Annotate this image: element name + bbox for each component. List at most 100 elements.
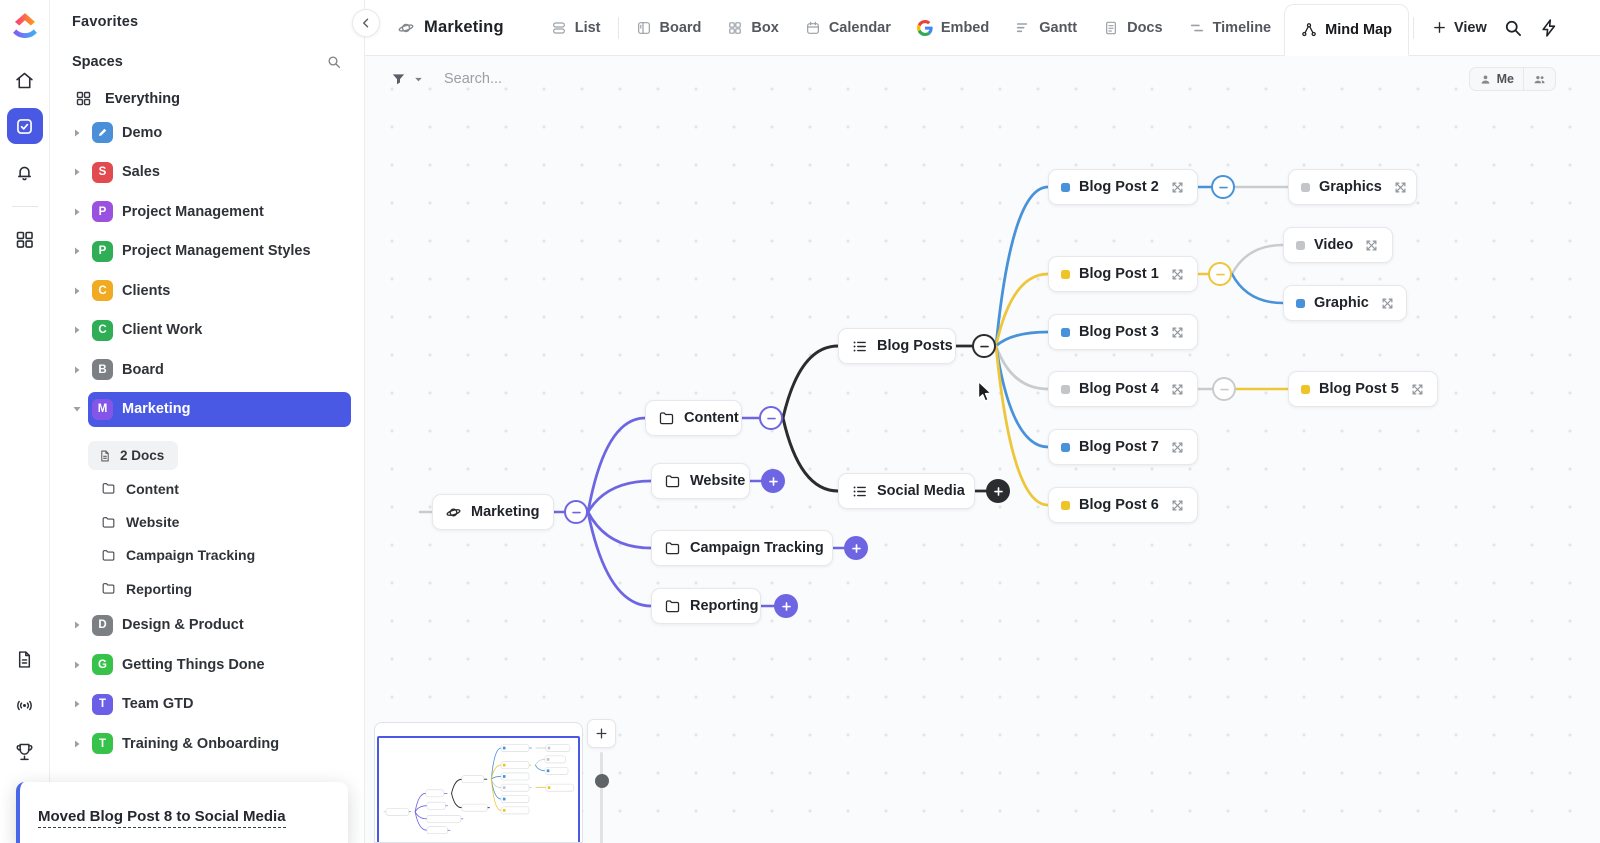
goals-trophy-icon[interactable]	[7, 733, 43, 769]
tab-board[interactable]: Board	[623, 11, 715, 45]
sidebar-space-project-management[interactable]: P Project Management	[50, 192, 364, 232]
sidebar-space-clients[interactable]: C Clients	[50, 271, 364, 311]
sidebar-space-team-gtd[interactable]: T Team GTD	[50, 685, 364, 725]
expand-icon[interactable]	[1380, 296, 1395, 311]
docs-count-chip[interactable]: 2 Docs	[88, 441, 179, 470]
sidebar-folder-reporting[interactable]: Reporting	[50, 572, 364, 605]
mindmap-node-blogposts[interactable]: Blog Posts	[838, 328, 956, 364]
collapse-branch-button-bp4[interactable]	[1212, 377, 1236, 401]
mindmap-node-reporting[interactable]: Reporting	[651, 588, 761, 624]
minimap[interactable]	[374, 722, 583, 843]
tab-calendar[interactable]: Calendar	[792, 11, 904, 45]
automations-zap-icon[interactable]	[1539, 18, 1559, 38]
dashboards-grid-icon[interactable]	[7, 221, 43, 257]
sidebar-folder-website[interactable]: Website	[50, 505, 364, 538]
mindmap-node-video[interactable]: Video	[1283, 227, 1393, 263]
mindmap-node-bp2[interactable]: Blog Post 2	[1048, 169, 1198, 205]
collapse-branch-button-bp1[interactable]	[1208, 262, 1232, 286]
sidebar-space-project-management-styles[interactable]: P Project Management Styles	[50, 232, 364, 272]
mindmap-node-social[interactable]: Social Media	[838, 473, 975, 509]
expand-branch-button-reporting[interactable]	[774, 594, 798, 618]
spaces-section-label[interactable]: Spaces	[72, 54, 123, 70]
caret-right-icon[interactable]	[72, 620, 82, 630]
sidebar-space-board[interactable]: B Board	[50, 350, 364, 390]
caret-right-icon[interactable]	[72, 325, 82, 335]
search-icon[interactable]	[1503, 18, 1523, 38]
zoom-in-button[interactable]	[587, 719, 616, 748]
caret-right-icon[interactable]	[72, 660, 82, 670]
mindmap-node-marketing[interactable]: Marketing	[432, 494, 554, 530]
favorites-section-label[interactable]: Favorites	[72, 14, 139, 30]
toast-message[interactable]: Moved Blog Post 8 to Social Media	[38, 808, 286, 828]
sidebar-space-marketing[interactable]: M Marketing	[50, 390, 364, 430]
expand-icon[interactable]	[1170, 325, 1185, 340]
clips-broadcast-icon[interactable]	[7, 687, 43, 723]
mindmap-node-graphics[interactable]: Graphics	[1288, 169, 1417, 205]
tab-embed[interactable]: Embed	[904, 11, 1002, 45]
sidebar-folder-content[interactable]: Content	[50, 472, 364, 505]
canvas-search-input[interactable]: Search...	[444, 71, 503, 87]
add-view-button[interactable]: View	[1432, 20, 1487, 36]
expand-icon[interactable]	[1364, 238, 1379, 253]
collapse-branch-button-blogposts[interactable]	[972, 334, 996, 358]
caret-right-icon[interactable]	[72, 207, 82, 217]
me-filter-button[interactable]: Me	[1470, 68, 1523, 90]
zoom-slider-track[interactable]	[600, 752, 603, 843]
mindmap-node-bp1[interactable]: Blog Post 1	[1048, 256, 1198, 292]
mindmap-node-content[interactable]: Content	[645, 400, 742, 436]
filter-button[interactable]	[391, 72, 426, 87]
tab-docs[interactable]: Docs	[1090, 11, 1175, 45]
caret-right-icon[interactable]	[72, 128, 82, 138]
caret-right-icon[interactable]	[72, 246, 82, 256]
assignees-filter-button[interactable]	[1523, 68, 1555, 90]
collapse-branch-button-content[interactable]	[759, 406, 783, 430]
mindmap-node-graphic[interactable]: Graphic	[1283, 285, 1407, 321]
expand-icon[interactable]	[1393, 180, 1408, 195]
mindmap-node-bp5[interactable]: Blog Post 5	[1288, 371, 1438, 407]
tasks-icon[interactable]	[6, 108, 43, 144]
expand-branch-button-website[interactable]	[761, 469, 785, 493]
caret-right-icon[interactable]	[72, 365, 82, 375]
expand-branch-button-social[interactable]	[986, 479, 1010, 503]
tab-gantt[interactable]: Gantt	[1002, 11, 1090, 45]
home-icon[interactable]	[7, 62, 43, 98]
clickup-logo-icon[interactable]	[10, 10, 40, 40]
minimap-viewport[interactable]	[377, 736, 580, 842]
sidebar-collapse-button[interactable]	[352, 9, 380, 37]
tab-box[interactable]: Box	[714, 11, 791, 45]
mindmap-node-campaign[interactable]: Campaign Tracking	[651, 530, 833, 566]
tab-list[interactable]: List	[538, 11, 614, 45]
mindmap-canvas[interactable]: Search... Me	[365, 56, 1600, 843]
sidebar-folder-campaign-tracking[interactable]: Campaign Tracking	[50, 539, 364, 572]
sidebar-space-sales[interactable]: S Sales	[50, 153, 364, 193]
expand-icon[interactable]	[1410, 382, 1425, 397]
mindmap-node-bp7[interactable]: Blog Post 7	[1048, 429, 1198, 465]
notifications-bell-icon[interactable]	[7, 154, 43, 190]
toast-notification[interactable]: Moved Blog Post 8 to Social Media	[16, 782, 348, 843]
mindmap-node-bp4[interactable]: Blog Post 4	[1048, 371, 1198, 407]
caret-right-icon[interactable]	[72, 739, 82, 749]
sidebar-space-client-work[interactable]: C Client Work	[50, 311, 364, 351]
sidebar-item-everything[interactable]: Everything	[75, 90, 364, 107]
sidebar-space-design-product[interactable]: D Design & Product	[50, 606, 364, 646]
collapse-branch-button-bp2[interactable]	[1211, 175, 1235, 199]
docs-page-icon[interactable]	[7, 641, 43, 677]
expand-icon[interactable]	[1170, 180, 1185, 195]
tab-mind-map[interactable]: Mind Map	[1284, 4, 1409, 56]
caret-down-icon[interactable]	[72, 404, 82, 414]
expand-icon[interactable]	[1170, 267, 1185, 282]
mindmap-node-bp3[interactable]: Blog Post 3	[1048, 314, 1198, 350]
caret-right-icon[interactable]	[72, 167, 82, 177]
mindmap-node-website[interactable]: Website	[651, 463, 750, 499]
sidebar-space-getting-things-done[interactable]: G Getting Things Done	[50, 645, 364, 685]
caret-right-icon[interactable]	[72, 699, 82, 709]
expand-icon[interactable]	[1170, 498, 1185, 513]
list-title[interactable]: Marketing	[397, 18, 504, 37]
sidebar-space-demo[interactable]: Demo	[50, 113, 364, 153]
caret-right-icon[interactable]	[72, 286, 82, 296]
zoom-slider-knob[interactable]	[595, 774, 609, 788]
expand-icon[interactable]	[1170, 440, 1185, 455]
spaces-search-icon[interactable]	[326, 54, 342, 70]
sidebar-space-training-onboarding[interactable]: T Training & Onboarding	[50, 724, 364, 764]
collapse-branch-button-marketing[interactable]	[564, 500, 588, 524]
